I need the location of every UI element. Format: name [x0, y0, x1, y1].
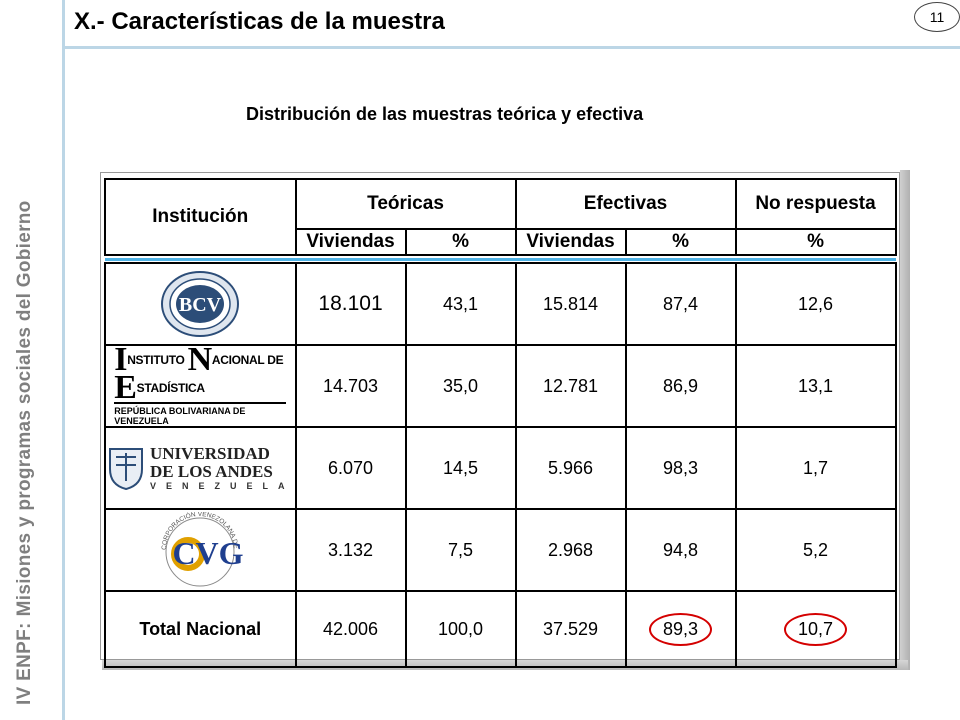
- cell-teo-viv: 3.132: [294, 508, 407, 592]
- cell-efe-viv: 2.968: [514, 508, 627, 592]
- table-title: Distribución de las muestras teórica y e…: [246, 104, 644, 124]
- header-separator: [105, 255, 896, 263]
- sidebar-divider: [62, 0, 65, 720]
- col-header-institucion: Institución: [104, 178, 297, 256]
- col-header-teoricas: Teóricas: [294, 178, 517, 230]
- col-header-viviendas-teoricas: Viviendas: [294, 228, 407, 256]
- cell-nr-pct: 13,1: [734, 344, 897, 428]
- ula-logo: UNIVERSIDAD DE LOS ANDES VENEZUELA: [106, 445, 295, 491]
- cell-efe-pct: 94,8: [624, 508, 737, 592]
- table-row: INSTITUTO NACIONAL DE ESTADÍSTICA REPÚBL…: [104, 343, 897, 428]
- institution-ine: INSTITUTO NACIONAL DE ESTADÍSTICA REPÚBL…: [104, 343, 297, 428]
- header-divider: [62, 46, 960, 49]
- institution-ula: UNIVERSIDAD DE LOS ANDES VENEZUELA: [104, 426, 297, 510]
- institution-bcv: BCV: [104, 262, 297, 346]
- cell-nr-pct: 1,7: [734, 426, 897, 510]
- col-header-pct-no-respuesta: %: [734, 228, 897, 256]
- svg-text:BCV: BCV: [179, 294, 222, 316]
- page-number: 11: [914, 2, 960, 32]
- cell-teo-viv: 14.703: [294, 344, 407, 428]
- cell-teo-viv: 6.070: [294, 426, 407, 510]
- cvg-logo: CORPORACIÓN VENEZOLANA DE GUAYANA CVG: [152, 512, 244, 587]
- total-row: Total Nacional 42.006 100,0 37.529 89,3 …: [104, 590, 897, 668]
- ula-crest-icon: [109, 448, 143, 491]
- header-row-1: Institución Teóricas Efectivas No respue…: [104, 178, 897, 256]
- cell-teo-viv: 18.101: [294, 262, 407, 346]
- svg-text:CVG: CVG: [173, 535, 244, 571]
- total-efe-pct-cell: 89,3: [624, 590, 737, 668]
- bcv-logo: BCV: [161, 271, 240, 337]
- sample-distribution-table: Institución Teóricas Efectivas No respue…: [104, 178, 897, 668]
- ine-logo: INSTITUTO NACIONAL DE ESTADÍSTICA REPÚBL…: [114, 343, 287, 426]
- table-row: BCV 18.101 43,1 15.814 87,4 12,6: [104, 262, 897, 346]
- cell-nr-pct: 12,6: [734, 262, 897, 346]
- col-header-viviendas-efectivas: Viviendas: [514, 228, 627, 256]
- cell-efe-viv: 15.814: [514, 262, 627, 346]
- cell-teo-pct: 43,1: [404, 262, 517, 346]
- col-header-pct-teoricas: %: [404, 228, 517, 256]
- cell-teo-pct: 35,0: [404, 344, 517, 428]
- cell-efe-pct: 86,9: [624, 344, 737, 428]
- cell-teo-pct: 14,5: [404, 426, 517, 510]
- header-separator-line: [105, 257, 896, 261]
- institution-cvg: CORPORACIÓN VENEZOLANA DE GUAYANA CVG: [104, 508, 297, 592]
- slide-title: X.- Características de la muestra: [74, 8, 445, 35]
- cell-efe-viv: 12.781: [514, 344, 627, 428]
- cell-nr-pct: 5,2: [734, 508, 897, 592]
- sidebar-band: [0, 0, 62, 720]
- side-label: IV ENPF: Misiones y programas sociales de…: [14, 200, 36, 705]
- total-nr-pct-cell: 10,7: [734, 590, 897, 668]
- cell-efe-pct: 87,4: [624, 262, 737, 346]
- col-header-pct-efectivas: %: [624, 228, 737, 256]
- total-efe-viv: 37.529: [514, 590, 627, 668]
- table-edge-right: [900, 170, 910, 670]
- total-label: Total Nacional: [104, 590, 297, 668]
- table-row: CORPORACIÓN VENEZOLANA DE GUAYANA CVG 3.…: [104, 508, 897, 592]
- total-teo-viv: 42.006: [294, 590, 407, 668]
- cell-teo-pct: 7,5: [404, 508, 517, 592]
- total-efe-pct-highlight: 89,3: [648, 612, 713, 646]
- side-label-part1: IV ENPF:: [14, 622, 35, 705]
- cell-efe-pct: 98,3: [624, 426, 737, 510]
- side-label-part2: Misiones y programas sociales del Gobier…: [14, 200, 35, 617]
- col-header-no-respuesta: No respuesta: [734, 178, 897, 230]
- header-row-2: Viviendas % Viviendas % %: [105, 228, 897, 256]
- total-teo-pct: 100,0: [404, 590, 517, 668]
- total-nr-pct-highlight: 10,7: [783, 612, 848, 646]
- col-header-efectivas: Efectivas: [514, 178, 737, 230]
- table-row: UNIVERSIDAD DE LOS ANDES VENEZUELA 6.070…: [104, 426, 897, 510]
- cell-efe-viv: 5.966: [514, 426, 627, 510]
